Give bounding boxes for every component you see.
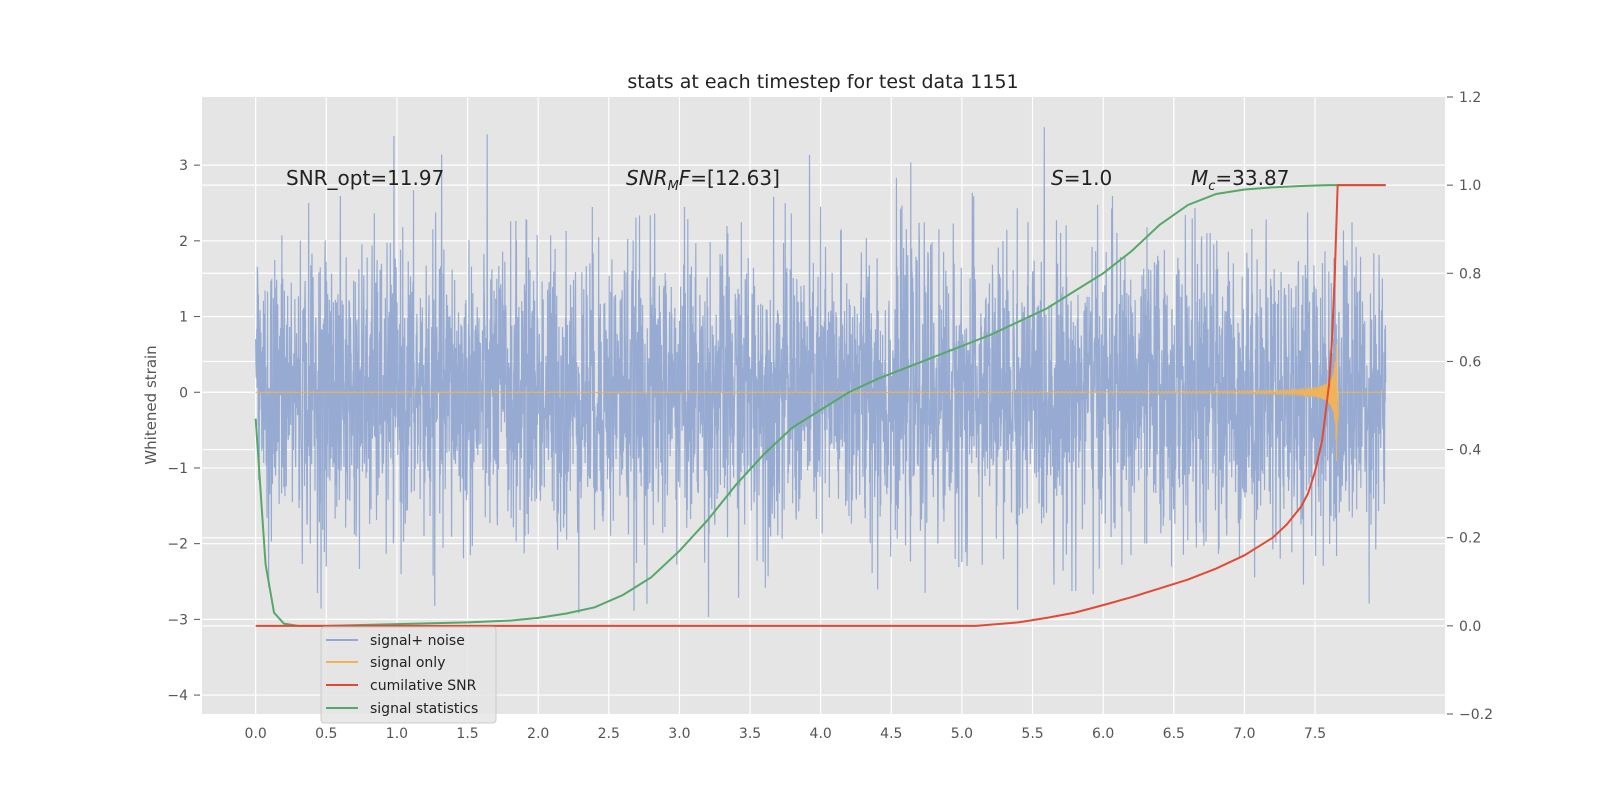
y2-tick-label: 1.0 (1459, 178, 1481, 194)
x-tick-label: 4.5 (880, 726, 902, 742)
x-tick-label: 1.5 (456, 726, 478, 742)
x-tick-label: 3.0 (668, 726, 690, 742)
x-tick-label: 5.5 (1021, 726, 1043, 742)
y2-tick-label: 0.2 (1459, 531, 1481, 547)
y2-tick-label: −0.2 (1459, 707, 1493, 723)
x-tick-label: 2.5 (598, 726, 620, 742)
x-tick-label: 0.5 (315, 726, 337, 742)
y-tick-label: −2 (167, 537, 188, 553)
y-tick-label: −3 (167, 612, 188, 628)
legend-box (320, 626, 497, 724)
y-tick-label: 3 (179, 158, 188, 174)
y-tick-label: 2 (179, 234, 188, 250)
right-axis-series (254, 184, 1386, 627)
x-tick-label: 3.5 (739, 726, 761, 742)
legend-label-signal-statistics: signal statistics (370, 701, 478, 717)
x-tick-label: 7.5 (1304, 726, 1326, 742)
y-tick-label: 0 (179, 385, 188, 401)
legend-label-signal-only: signal only (370, 655, 445, 671)
x-tick-label: 1.0 (386, 726, 408, 742)
x-tick-label: 6.0 (1092, 726, 1114, 742)
signal-plus-noise-line (255, 127, 1387, 617)
x-tick-label: 0.0 (245, 726, 267, 742)
chart-title: stats at each timestep for test data 115… (627, 71, 1018, 93)
y2-tick-label: 0.0 (1459, 619, 1481, 635)
legend: signal+ noise signal only cumilative SNR… (320, 626, 497, 724)
y2-tick-label: 0.8 (1459, 266, 1481, 282)
annotation-s: S=1.0 (1051, 166, 1112, 190)
y-axis-label: Whitened strain (142, 345, 160, 464)
x-tick-label: 2.0 (527, 726, 549, 742)
y2-tick-label: 1.2 (1459, 90, 1481, 106)
y-tick-label: −1 (167, 461, 188, 477)
annotation-snr-opt: SNR_opt=11.97 (286, 166, 444, 190)
x-tick-label: 6.5 (1163, 726, 1185, 742)
y2-tick-label: 0.4 (1459, 443, 1481, 459)
legend-label-cumulative-snr: cumilative SNR (370, 678, 477, 694)
x-tick-label: 5.0 (951, 726, 973, 742)
signal-plus-noise-series (255, 127, 1387, 617)
cumulative-snr-line (255, 184, 1386, 627)
annotation-mc: Mc=33.87 (1191, 166, 1289, 194)
signal-only-line (255, 343, 1386, 462)
legend-label-signal-plus-noise: signal+ noise (370, 633, 465, 649)
x-tick-label: 4.0 (810, 726, 832, 742)
signal-statistics-line (254, 184, 1386, 627)
signal-only-series (255, 343, 1386, 462)
y2-tick-label: 0.6 (1459, 354, 1481, 370)
y-tick-label: 1 (179, 310, 188, 326)
axis-ticks: 0.0 0.5 1.0 1.5 2.0 2.5 3.0 3.5 4.0 4.5 5.0 5.5 6.0 6… (167, 90, 1493, 742)
x-tick-label: 7.0 (1233, 726, 1255, 742)
y-tick-label: −4 (167, 688, 188, 704)
annotation-snr-mf: SNRMF=[12.63] (626, 166, 780, 194)
